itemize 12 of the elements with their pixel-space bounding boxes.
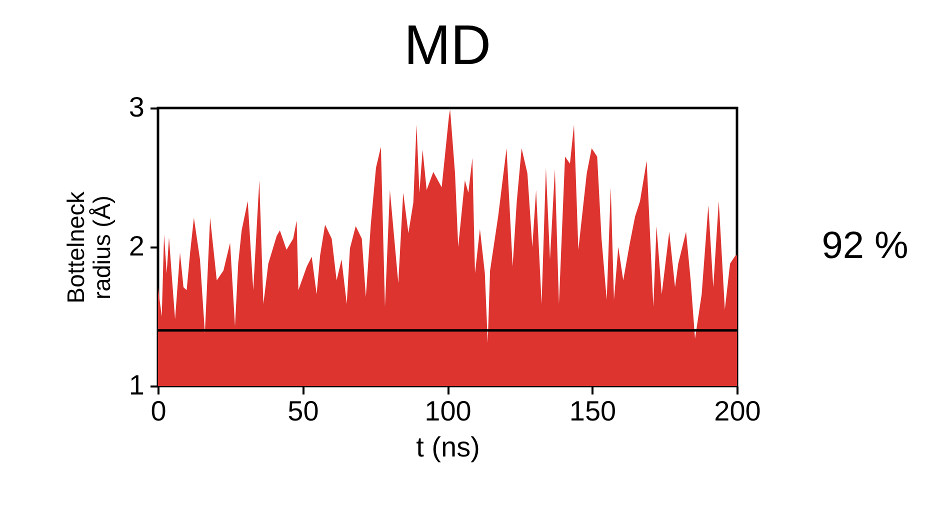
x-tick-label: 100 (424, 396, 472, 426)
x-tick-label: 50 (288, 396, 319, 426)
x-tick-label: 150 (569, 396, 616, 426)
x-tick-label: 0 (150, 396, 166, 426)
text: 92 % (822, 225, 908, 267)
x-axis-title: t (ns) (416, 432, 480, 462)
x-tick-label: 200 (714, 396, 761, 426)
chart-title: MD (404, 13, 492, 76)
y-axis-title: Bottelneck radius (Å) (62, 190, 116, 304)
y-tick-label: 1 (128, 370, 144, 400)
y-tick-label: 3 (128, 92, 144, 122)
y-tick-label: 2 (128, 230, 144, 262)
